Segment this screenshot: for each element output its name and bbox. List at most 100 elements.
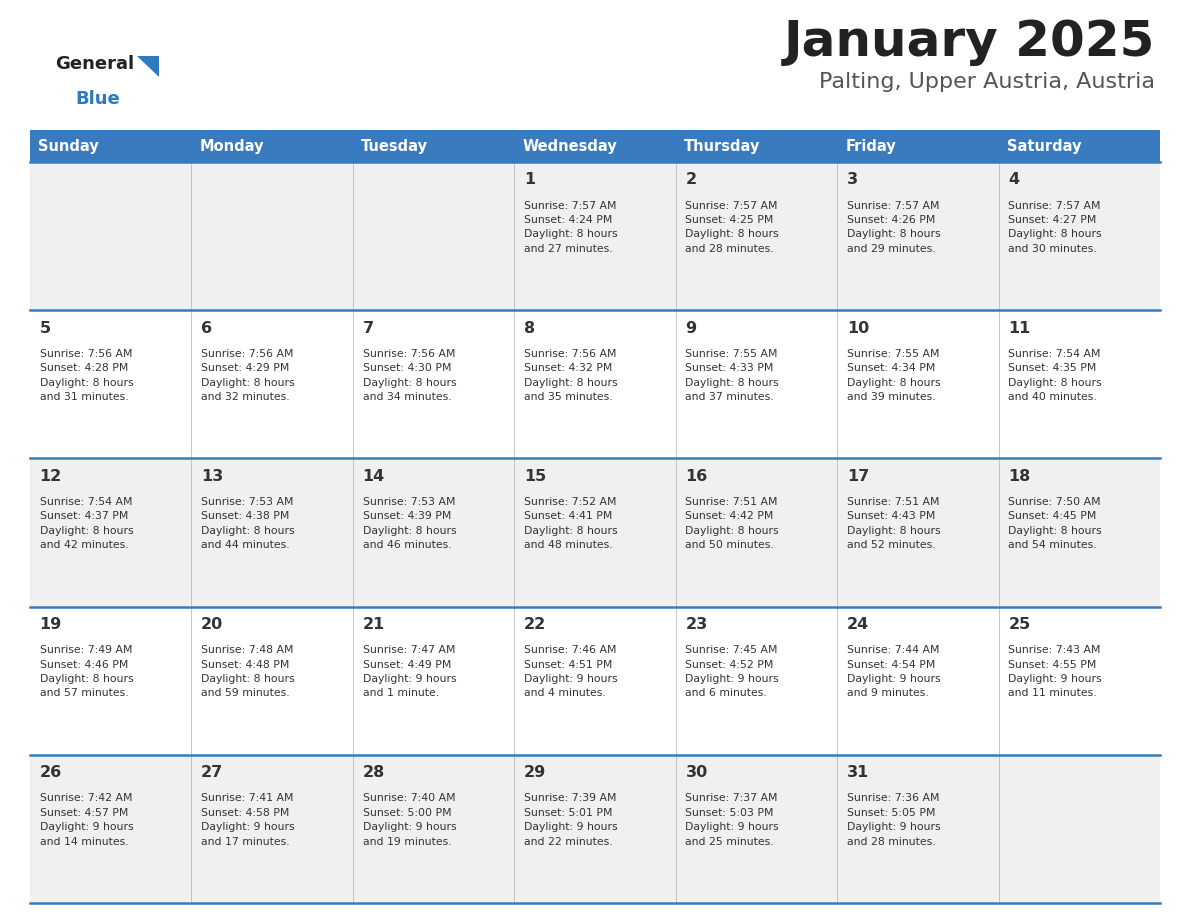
Bar bbox=[838, 162, 999, 310]
Text: 20: 20 bbox=[201, 617, 223, 632]
Text: Sunrise: 7:53 AM
Sunset: 4:38 PM
Daylight: 8 hours
and 44 minutes.: Sunrise: 7:53 AM Sunset: 4:38 PM Dayligh… bbox=[201, 497, 295, 550]
Bar bbox=[30, 607, 191, 755]
Text: Sunrise: 7:51 AM
Sunset: 4:43 PM
Daylight: 8 hours
and 52 minutes.: Sunrise: 7:51 AM Sunset: 4:43 PM Dayligh… bbox=[847, 497, 941, 550]
Bar bbox=[30, 130, 191, 162]
Bar bbox=[191, 162, 353, 310]
Text: 7: 7 bbox=[362, 320, 374, 336]
Text: 28: 28 bbox=[362, 766, 385, 780]
Text: Sunrise: 7:51 AM
Sunset: 4:42 PM
Daylight: 8 hours
and 50 minutes.: Sunrise: 7:51 AM Sunset: 4:42 PM Dayligh… bbox=[685, 497, 779, 550]
Text: 3: 3 bbox=[847, 173, 858, 187]
Text: Sunrise: 7:56 AM
Sunset: 4:28 PM
Daylight: 8 hours
and 31 minutes.: Sunrise: 7:56 AM Sunset: 4:28 PM Dayligh… bbox=[39, 349, 133, 402]
Bar bbox=[999, 310, 1159, 458]
Bar bbox=[999, 130, 1159, 162]
Text: 13: 13 bbox=[201, 469, 223, 484]
Text: Sunrise: 7:53 AM
Sunset: 4:39 PM
Daylight: 8 hours
and 46 minutes.: Sunrise: 7:53 AM Sunset: 4:39 PM Dayligh… bbox=[362, 497, 456, 550]
Text: 15: 15 bbox=[524, 469, 546, 484]
Text: January 2025: January 2025 bbox=[784, 18, 1155, 66]
Text: Blue: Blue bbox=[75, 90, 120, 108]
Bar bbox=[676, 162, 838, 310]
Text: Sunrise: 7:52 AM
Sunset: 4:41 PM
Daylight: 8 hours
and 48 minutes.: Sunrise: 7:52 AM Sunset: 4:41 PM Dayligh… bbox=[524, 497, 618, 550]
Text: Sunrise: 7:43 AM
Sunset: 4:55 PM
Daylight: 9 hours
and 11 minutes.: Sunrise: 7:43 AM Sunset: 4:55 PM Dayligh… bbox=[1009, 645, 1102, 699]
Bar bbox=[838, 458, 999, 607]
Text: Sunrise: 7:48 AM
Sunset: 4:48 PM
Daylight: 8 hours
and 59 minutes.: Sunrise: 7:48 AM Sunset: 4:48 PM Dayligh… bbox=[201, 645, 295, 699]
Bar bbox=[999, 755, 1159, 903]
Text: 24: 24 bbox=[847, 617, 870, 632]
Text: 30: 30 bbox=[685, 766, 708, 780]
Text: 17: 17 bbox=[847, 469, 870, 484]
Bar bbox=[676, 755, 838, 903]
Text: 1: 1 bbox=[524, 173, 535, 187]
Bar bbox=[30, 162, 191, 310]
Text: 10: 10 bbox=[847, 320, 870, 336]
Text: Sunday: Sunday bbox=[38, 139, 99, 153]
Text: Sunrise: 7:36 AM
Sunset: 5:05 PM
Daylight: 9 hours
and 28 minutes.: Sunrise: 7:36 AM Sunset: 5:05 PM Dayligh… bbox=[847, 793, 941, 846]
Text: 25: 25 bbox=[1009, 617, 1030, 632]
Text: Monday: Monday bbox=[200, 139, 264, 153]
Text: 29: 29 bbox=[524, 766, 546, 780]
Bar bbox=[838, 310, 999, 458]
Bar bbox=[191, 755, 353, 903]
Bar bbox=[514, 162, 676, 310]
Bar bbox=[999, 162, 1159, 310]
Bar bbox=[191, 130, 353, 162]
Text: Sunrise: 7:37 AM
Sunset: 5:03 PM
Daylight: 9 hours
and 25 minutes.: Sunrise: 7:37 AM Sunset: 5:03 PM Dayligh… bbox=[685, 793, 779, 846]
Bar bbox=[676, 607, 838, 755]
Text: 12: 12 bbox=[39, 469, 62, 484]
Text: Friday: Friday bbox=[845, 139, 896, 153]
Text: Saturday: Saturday bbox=[1006, 139, 1081, 153]
Text: Sunrise: 7:54 AM
Sunset: 4:35 PM
Daylight: 8 hours
and 40 minutes.: Sunrise: 7:54 AM Sunset: 4:35 PM Dayligh… bbox=[1009, 349, 1102, 402]
Text: 16: 16 bbox=[685, 469, 708, 484]
Text: Palting, Upper Austria, Austria: Palting, Upper Austria, Austria bbox=[819, 72, 1155, 92]
Text: 4: 4 bbox=[1009, 173, 1019, 187]
Bar bbox=[838, 130, 999, 162]
Text: Sunrise: 7:39 AM
Sunset: 5:01 PM
Daylight: 9 hours
and 22 minutes.: Sunrise: 7:39 AM Sunset: 5:01 PM Dayligh… bbox=[524, 793, 618, 846]
Text: Sunrise: 7:57 AM
Sunset: 4:27 PM
Daylight: 8 hours
and 30 minutes.: Sunrise: 7:57 AM Sunset: 4:27 PM Dayligh… bbox=[1009, 200, 1102, 253]
Text: Sunrise: 7:45 AM
Sunset: 4:52 PM
Daylight: 9 hours
and 6 minutes.: Sunrise: 7:45 AM Sunset: 4:52 PM Dayligh… bbox=[685, 645, 779, 699]
Bar bbox=[999, 607, 1159, 755]
Bar bbox=[676, 310, 838, 458]
Text: Sunrise: 7:57 AM
Sunset: 4:26 PM
Daylight: 8 hours
and 29 minutes.: Sunrise: 7:57 AM Sunset: 4:26 PM Dayligh… bbox=[847, 200, 941, 253]
Bar bbox=[30, 458, 191, 607]
Text: Sunrise: 7:40 AM
Sunset: 5:00 PM
Daylight: 9 hours
and 19 minutes.: Sunrise: 7:40 AM Sunset: 5:00 PM Dayligh… bbox=[362, 793, 456, 846]
Text: Sunrise: 7:56 AM
Sunset: 4:32 PM
Daylight: 8 hours
and 35 minutes.: Sunrise: 7:56 AM Sunset: 4:32 PM Dayligh… bbox=[524, 349, 618, 402]
Text: Sunrise: 7:56 AM
Sunset: 4:30 PM
Daylight: 8 hours
and 34 minutes.: Sunrise: 7:56 AM Sunset: 4:30 PM Dayligh… bbox=[362, 349, 456, 402]
Bar bbox=[999, 458, 1159, 607]
Text: Sunrise: 7:54 AM
Sunset: 4:37 PM
Daylight: 8 hours
and 42 minutes.: Sunrise: 7:54 AM Sunset: 4:37 PM Dayligh… bbox=[39, 497, 133, 550]
Text: Tuesday: Tuesday bbox=[361, 139, 428, 153]
Text: 5: 5 bbox=[39, 320, 51, 336]
Text: Wednesday: Wednesday bbox=[523, 139, 617, 153]
Text: 22: 22 bbox=[524, 617, 546, 632]
Bar bbox=[30, 755, 191, 903]
Text: General: General bbox=[55, 55, 134, 73]
Bar bbox=[514, 755, 676, 903]
Text: Thursday: Thursday bbox=[684, 139, 760, 153]
Text: 8: 8 bbox=[524, 320, 535, 336]
Text: Sunrise: 7:56 AM
Sunset: 4:29 PM
Daylight: 8 hours
and 32 minutes.: Sunrise: 7:56 AM Sunset: 4:29 PM Dayligh… bbox=[201, 349, 295, 402]
Text: Sunrise: 7:55 AM
Sunset: 4:34 PM
Daylight: 8 hours
and 39 minutes.: Sunrise: 7:55 AM Sunset: 4:34 PM Dayligh… bbox=[847, 349, 941, 402]
Text: Sunrise: 7:55 AM
Sunset: 4:33 PM
Daylight: 8 hours
and 37 minutes.: Sunrise: 7:55 AM Sunset: 4:33 PM Dayligh… bbox=[685, 349, 779, 402]
Bar bbox=[191, 607, 353, 755]
Bar bbox=[514, 458, 676, 607]
Bar bbox=[676, 458, 838, 607]
Bar bbox=[353, 162, 514, 310]
Bar bbox=[838, 755, 999, 903]
Bar bbox=[353, 310, 514, 458]
Text: 31: 31 bbox=[847, 766, 870, 780]
Bar bbox=[353, 755, 514, 903]
Bar bbox=[514, 310, 676, 458]
Text: 2: 2 bbox=[685, 173, 696, 187]
Bar bbox=[353, 130, 514, 162]
Bar bbox=[514, 130, 676, 162]
Text: Sunrise: 7:50 AM
Sunset: 4:45 PM
Daylight: 8 hours
and 54 minutes.: Sunrise: 7:50 AM Sunset: 4:45 PM Dayligh… bbox=[1009, 497, 1102, 550]
Text: Sunrise: 7:41 AM
Sunset: 4:58 PM
Daylight: 9 hours
and 17 minutes.: Sunrise: 7:41 AM Sunset: 4:58 PM Dayligh… bbox=[201, 793, 295, 846]
Text: 19: 19 bbox=[39, 617, 62, 632]
Text: 14: 14 bbox=[362, 469, 385, 484]
Polygon shape bbox=[137, 56, 159, 77]
Bar bbox=[353, 607, 514, 755]
Bar bbox=[353, 458, 514, 607]
Bar bbox=[191, 458, 353, 607]
Text: 23: 23 bbox=[685, 617, 708, 632]
Bar bbox=[514, 607, 676, 755]
Text: Sunrise: 7:49 AM
Sunset: 4:46 PM
Daylight: 8 hours
and 57 minutes.: Sunrise: 7:49 AM Sunset: 4:46 PM Dayligh… bbox=[39, 645, 133, 699]
Text: 26: 26 bbox=[39, 766, 62, 780]
